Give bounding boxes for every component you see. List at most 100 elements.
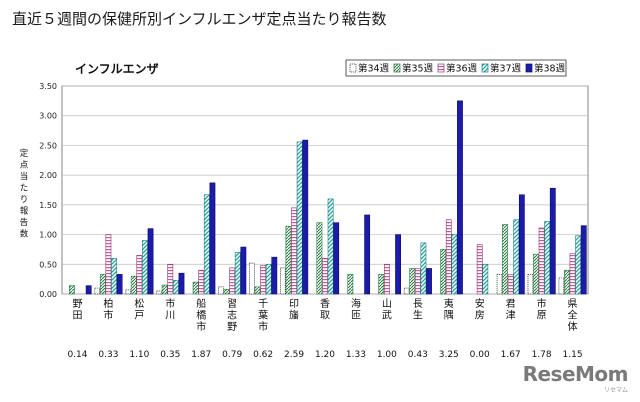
x-tick-label: 香取: [320, 298, 330, 322]
bar-week34: [496, 274, 503, 295]
bar-week35: [502, 224, 508, 295]
bar-week34: [94, 287, 100, 295]
bar-week35: [347, 274, 354, 295]
bar-week38: [302, 139, 309, 295]
bar-week34: [280, 267, 286, 295]
bar-week37: [575, 235, 582, 295]
bar-week37: [420, 242, 427, 295]
bar-week38: [395, 234, 401, 295]
week38-value-label: 1.20: [315, 350, 335, 360]
bar-week35: [409, 268, 416, 295]
bar-week36: [291, 207, 297, 295]
bar-week35: [564, 269, 570, 295]
week38-value-label: 1.15: [563, 350, 583, 360]
legend-label: 第34週: [358, 63, 390, 75]
legend-swatch: [349, 63, 357, 73]
week38-value-label: 3.25: [439, 350, 459, 360]
x-tick-label: 県全体: [568, 298, 578, 333]
bar-week35: [130, 275, 137, 295]
bar-week37: [327, 198, 334, 295]
legend: 第34週 第35週 第36週 第37週 第38週: [345, 59, 567, 77]
week38-value-label: 1.10: [129, 350, 149, 360]
bar-week38: [518, 194, 525, 295]
bar-week36: [105, 234, 112, 295]
bar-week35: [254, 286, 261, 295]
y-axis-label-char: 報: [20, 207, 29, 217]
week38-value-label: 0.43: [408, 350, 428, 360]
bar-week38: [240, 246, 247, 295]
week38-value-label: 0.35: [160, 350, 180, 360]
x-tick-label: 君津: [506, 298, 516, 322]
bar-week37: [172, 280, 179, 295]
bar-week37: [203, 194, 210, 295]
chart-title: インフルエンザ: [75, 62, 159, 76]
bar-week34: [527, 274, 534, 295]
bar-week36: [260, 265, 267, 295]
x-tick-label: 夷隅: [444, 297, 454, 322]
resemom-logo: ReseMom: [522, 362, 629, 386]
week38-value-label: 1.33: [346, 350, 366, 360]
y-axis-label: 定点当たり報告数: [20, 148, 29, 240]
bar-week37: [544, 221, 551, 295]
y-axis-label-char: た: [20, 184, 29, 194]
bar-week36: [507, 274, 514, 295]
x-tick-label: 山武: [382, 298, 392, 322]
bar-week36: [383, 263, 390, 295]
bar-week36: [322, 258, 328, 295]
bar-week35: [378, 274, 385, 295]
bar-week36: [414, 268, 421, 295]
bar-week36: [167, 263, 174, 295]
y-axis-label-char: 告: [20, 217, 29, 228]
legend-label: 第37週: [490, 63, 522, 75]
bar-week35: [316, 222, 323, 295]
bar-week38: [364, 214, 371, 295]
x-tick-label: 柏市: [103, 297, 113, 322]
y-axis-label-char: 数: [20, 229, 29, 240]
bar-week36: [569, 253, 576, 295]
y-tick-label: 2.50: [39, 141, 57, 150]
week38-value-label: 1.00: [377, 350, 397, 360]
bar-week35: [192, 281, 199, 295]
bar-week38: [580, 225, 587, 295]
x-tick-label: 長生: [413, 298, 423, 322]
bar-week38: [333, 222, 340, 295]
page-title: 直近５週間の保健所別インフルエンザ定点当たり報告数: [12, 10, 387, 28]
y-tick-label: 2.00: [39, 171, 57, 180]
bar-week38: [426, 268, 432, 295]
legend-swatch: [393, 63, 401, 73]
legend-box: [345, 59, 567, 77]
week38-value-label: 0.14: [67, 350, 87, 360]
bar-week35: [223, 288, 230, 295]
week38-value-label: 2.59: [284, 350, 304, 360]
bar-week36: [136, 255, 143, 295]
y-tick-label: 0.00: [39, 290, 57, 299]
y-tick-label: 1.00: [39, 231, 57, 240]
x-tick-label: 船橋市: [196, 297, 206, 333]
week38-value-label: 0.62: [253, 350, 273, 360]
y-tick-label: 3.50: [39, 82, 57, 91]
bar-week34: [558, 277, 565, 295]
x-tick-label: 市原: [537, 297, 547, 322]
resemom-logo-sub: リセマム: [603, 387, 628, 394]
y-axis: 0.00 0.50 1.00 1.50 2.00 2.50 3.00 3.50: [39, 82, 57, 299]
bar-week37: [142, 240, 148, 295]
bar-week36: [445, 219, 452, 295]
bar-week37: [111, 258, 117, 295]
bar-week36: [229, 267, 236, 295]
y-axis-label-char: り: [20, 195, 29, 205]
bar-week35: [285, 225, 292, 295]
bar-week34: [125, 289, 131, 295]
x-tick-label: 習志野: [227, 298, 237, 333]
bar-week38: [147, 228, 154, 295]
week38-value-label: 1.67: [501, 350, 521, 360]
bar-week38: [85, 285, 92, 295]
legend-label: 第36週: [446, 63, 478, 75]
bar-week38: [116, 274, 123, 295]
bar-week35: [161, 284, 168, 295]
bar-week37: [296, 141, 303, 295]
bar-week37: [234, 252, 241, 295]
bar-week35: [533, 253, 539, 295]
bar-week35: [99, 274, 106, 295]
